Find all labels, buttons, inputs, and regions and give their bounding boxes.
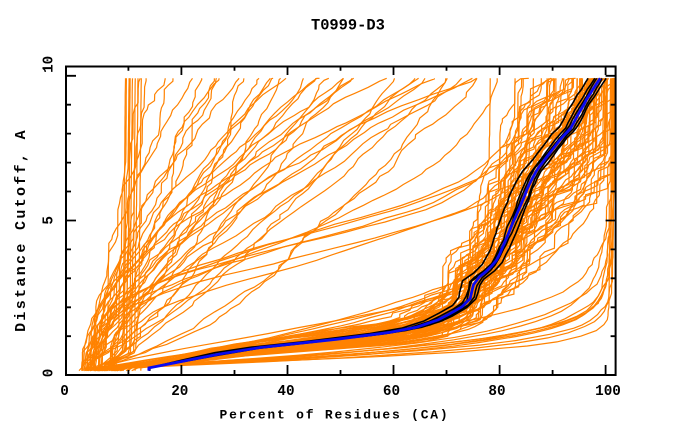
svg-text:5: 5 <box>42 216 58 225</box>
svg-text:40: 40 <box>277 384 294 400</box>
svg-text:T0999-D3: T0999-D3 <box>311 17 385 35</box>
svg-text:0: 0 <box>60 384 69 400</box>
svg-text:0: 0 <box>42 369 58 378</box>
svg-text:Distance Cutoff, A: Distance Cutoff, A <box>13 128 30 332</box>
svg-text:60: 60 <box>383 384 400 400</box>
svg-text:20: 20 <box>171 384 188 400</box>
svg-text:80: 80 <box>488 384 505 400</box>
svg-text:Percent of Residues (CA): Percent of Residues (CA) <box>220 407 450 422</box>
svg-text:100: 100 <box>595 384 621 400</box>
svg-text:10: 10 <box>42 56 58 73</box>
